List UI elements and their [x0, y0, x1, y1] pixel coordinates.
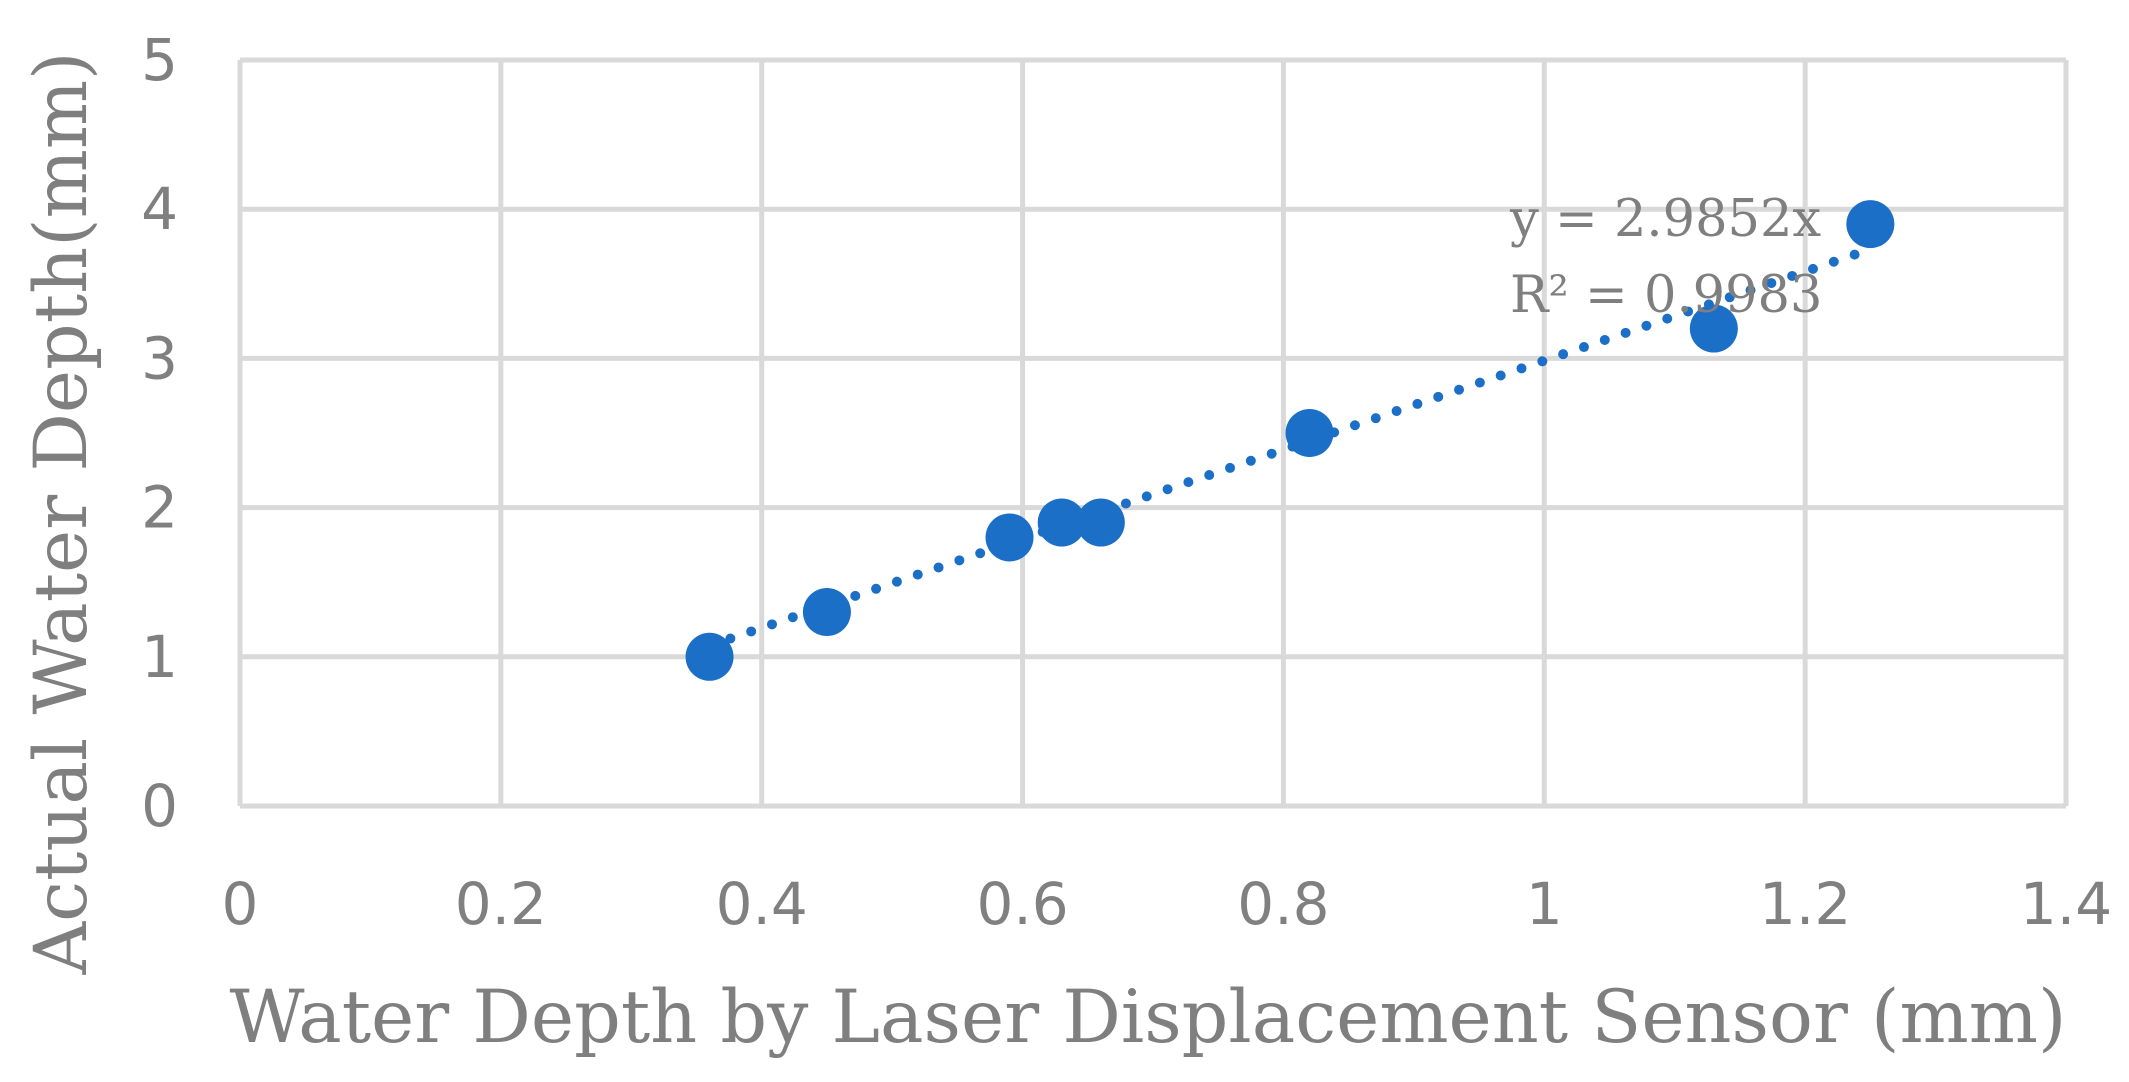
trendline-path: [704, 244, 1876, 651]
data-points: [685, 200, 1895, 681]
x-tick-label: 0.6: [976, 870, 1068, 938]
x-tick-label: 0.8: [1237, 870, 1329, 938]
y-tick-label: 0: [141, 772, 178, 840]
y-tick-label: 5: [141, 26, 178, 94]
x-axis-title: Water Depth by Laser Displacement Sensor…: [230, 975, 2067, 1060]
trendline: [704, 244, 1876, 651]
scatter-point: [1285, 409, 1334, 457]
scatter-point: [802, 588, 851, 637]
x-tick-label: 0: [222, 870, 259, 938]
y-axis-title: Actual Water Depth(mm): [19, 51, 104, 975]
x-tick-label: 1: [1526, 870, 1563, 938]
trendline-equation: y = 2.9852x: [1509, 190, 1821, 249]
scatter-point: [1846, 200, 1895, 249]
y-tick-label: 1: [141, 623, 178, 691]
grid-lines: [237, 57, 2069, 809]
scatter-point: [1037, 498, 1086, 547]
x-tick-label: 1.2: [1759, 870, 1851, 938]
scatter-point: [1689, 304, 1738, 353]
x-tick-label: 1.4: [2020, 870, 2112, 938]
scatter-point: [985, 513, 1034, 562]
x-tick-labels: 0 0.2 0.4 0.6 0.8 1 1.2 1.4: [222, 870, 2113, 938]
trendline-r-squared: R² = 0.9983: [1510, 266, 1822, 325]
y-tick-label: 4: [141, 175, 178, 243]
x-tick-label: 0.2: [455, 870, 547, 938]
scatter-point: [685, 632, 734, 681]
y-tick-labels: 0 1 2 3 4 5: [141, 26, 178, 840]
x-tick-label: 0.4: [716, 870, 808, 938]
scatter-point: [1076, 498, 1125, 547]
y-tick-label: 3: [141, 324, 178, 392]
y-tick-label: 2: [141, 474, 178, 542]
